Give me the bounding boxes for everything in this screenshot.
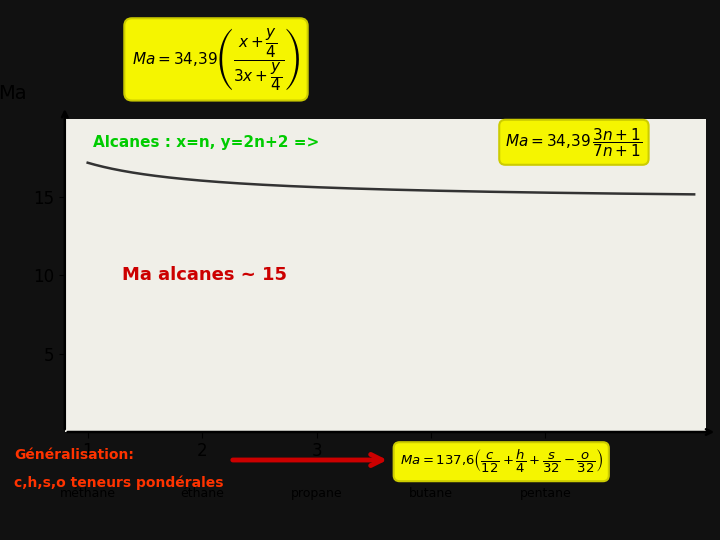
Text: Ma: Ma: [0, 84, 27, 103]
Text: $Ma = 137{,}6\left(\dfrac{c}{12}+\dfrac{h}{4}+\dfrac{s}{32}-\dfrac{o}{32}\right): $Ma = 137{,}6\left(\dfrac{c}{12}+\dfrac{…: [400, 448, 603, 475]
Text: Alcanes : x=n, y=2n+2 =>: Alcanes : x=n, y=2n+2 =>: [94, 135, 320, 150]
Text: c,h,s,o teneurs pondérales: c,h,s,o teneurs pondérales: [14, 475, 224, 490]
Text: propane: propane: [291, 487, 342, 500]
Text: $Ma = 34{,}39\left(\dfrac{x+\dfrac{y}{4}}{3x+\dfrac{y}{4}}\right)$: $Ma = 34{,}39\left(\dfrac{x+\dfrac{y}{4}…: [132, 26, 300, 93]
Text: pentane: pentane: [520, 487, 571, 500]
Text: butane: butane: [409, 487, 453, 500]
Text: éthane: éthane: [180, 487, 224, 500]
Text: $Ma = 34{,}39\,\dfrac{3n+1}{7n+1}$: $Ma = 34{,}39\,\dfrac{3n+1}{7n+1}$: [505, 126, 642, 159]
Text: Ma alcanes ~ 15: Ma alcanes ~ 15: [122, 266, 287, 285]
Text: méthane: méthane: [60, 487, 116, 500]
Text: Généralisation:: Généralisation:: [14, 448, 134, 462]
